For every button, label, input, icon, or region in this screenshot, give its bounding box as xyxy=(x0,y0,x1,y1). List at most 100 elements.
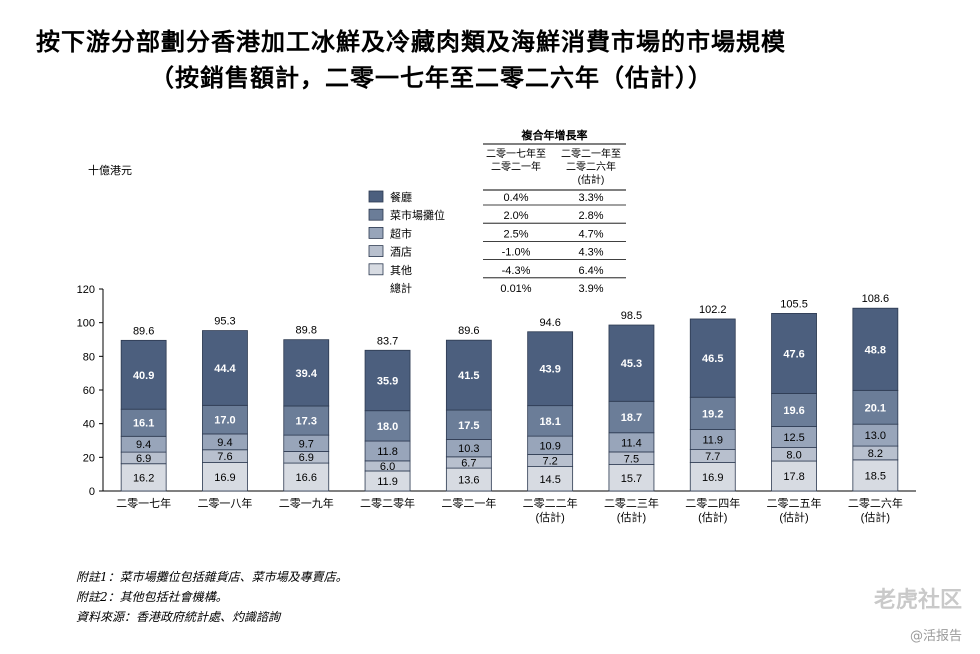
x-tick-label: (估計) xyxy=(779,510,808,524)
data-label: 16.9 xyxy=(702,472,723,484)
x-tick-label: 二零二四年 xyxy=(685,496,740,510)
total-label: 89.6 xyxy=(458,325,479,337)
data-label: 17.3 xyxy=(296,416,317,428)
data-label: 7.7 xyxy=(705,451,720,463)
bar-segment-5 xyxy=(608,324,655,402)
footnotes: 附註1：菜市場攤位包括雜貨店、菜市場及專賣店。 附註2：其他包括社會機構。 資料… xyxy=(76,567,348,627)
bar-segment-5 xyxy=(445,339,492,411)
bar-segment-4 xyxy=(283,405,330,436)
watermark-logo: 老虎社区 xyxy=(873,588,962,613)
data-label: 13.6 xyxy=(458,475,479,487)
data-label: 19.6 xyxy=(783,405,804,417)
x-tick-label: 二零二二年 xyxy=(523,496,578,510)
data-label: 6.9 xyxy=(136,453,151,465)
legend-swatch xyxy=(368,190,384,203)
data-label: 12.5 xyxy=(783,432,804,444)
data-label: 16.2 xyxy=(133,472,154,484)
bar-segment-5 xyxy=(283,339,330,407)
data-label: 19.2 xyxy=(702,408,723,420)
data-label: 41.5 xyxy=(458,370,479,382)
total-label: 95.3 xyxy=(214,316,235,328)
bar-segment-4 xyxy=(364,410,411,442)
x-tick-label: (估計) xyxy=(698,510,727,524)
y-tick-label: 120 xyxy=(77,284,95,296)
bar-segment-5 xyxy=(364,349,411,412)
bar-segment-1 xyxy=(120,463,167,492)
cagr-col1-header: 二零一七年至 xyxy=(486,147,546,160)
data-label: 40.9 xyxy=(133,370,154,382)
cagr-col2-header: 二零二一年至 xyxy=(561,147,621,160)
total-label: 83.7 xyxy=(377,335,398,347)
bar-segment-4 xyxy=(771,393,817,427)
legend-total-label: 總計 xyxy=(390,281,412,295)
legend-swatch xyxy=(368,245,384,258)
cagr-value-col1: 0.01% xyxy=(500,283,531,295)
data-label: 18.0 xyxy=(377,421,398,433)
data-label: 13.0 xyxy=(865,430,886,442)
x-tick-label: 二零一八年 xyxy=(197,496,252,510)
data-label: 7.6 xyxy=(217,451,232,463)
x-tick-label: (估計) xyxy=(617,510,646,524)
data-label: 10.9 xyxy=(539,440,560,452)
cagr-value-col1: -4.3% xyxy=(502,265,531,277)
legend-label: 餐廳 xyxy=(390,190,412,204)
cagr-col2-header: (估計) xyxy=(578,173,605,186)
bar-segment-1 xyxy=(527,466,574,492)
cagr-value-col1: 2.0% xyxy=(503,210,528,222)
legend-swatch xyxy=(368,263,384,276)
data-label: 44.4 xyxy=(214,363,236,375)
data-label: 11.9 xyxy=(702,435,723,447)
bar-segment-1 xyxy=(283,462,330,492)
data-label: 17.8 xyxy=(783,471,804,483)
data-label: 17.5 xyxy=(458,420,479,432)
bar-segment-1 xyxy=(689,462,736,492)
chart-title: 按下游分部劃分香港加工冰鮮及冷藏肉類及海鮮消費市場的市場規模 xyxy=(36,28,786,56)
cagr-col2-header: 二零二六年 xyxy=(566,160,616,173)
y-tick-label: 20 xyxy=(83,452,95,464)
data-label: 11.9 xyxy=(377,476,398,488)
y-tick-label: 60 xyxy=(83,385,95,397)
bar-segment-5 xyxy=(852,307,899,391)
data-label: 16.1 xyxy=(133,418,154,430)
legend-swatch xyxy=(368,226,384,239)
y-tick-label: 100 xyxy=(77,318,95,330)
data-label: 18.7 xyxy=(621,412,642,424)
total-label: 105.5 xyxy=(780,298,808,310)
cagr-value-col2: 6.4% xyxy=(578,265,603,277)
data-label: 8.2 xyxy=(868,448,883,460)
bar-segment-1 xyxy=(852,459,899,492)
bar-segment-4 xyxy=(445,409,492,440)
data-label: 47.6 xyxy=(783,348,804,360)
data-label: 46.5 xyxy=(702,353,723,365)
x-tick-label: 二零一七年 xyxy=(116,496,171,510)
x-tick-label: 二零二三年 xyxy=(604,496,659,510)
x-tick-label: 二零一九年 xyxy=(279,496,334,510)
source-note: 資料來源：香港政府統計處、灼識諮詢 xyxy=(76,610,281,624)
data-label: 11.4 xyxy=(621,437,642,449)
bar-segment-1 xyxy=(608,464,655,492)
data-label: 9.7 xyxy=(299,438,314,450)
data-label: 7.5 xyxy=(624,453,639,465)
cagr-value-col1: 0.4% xyxy=(503,192,528,204)
footnote-1: 附註1：菜市場攤位包括雜貨店、菜市場及專賣店。 xyxy=(76,570,348,584)
data-label: 6.9 xyxy=(299,452,314,464)
bar-segment-5 xyxy=(771,313,817,394)
data-label: 35.9 xyxy=(377,375,398,387)
data-label: 18.1 xyxy=(539,416,560,428)
legend-swatch xyxy=(368,208,384,221)
watermark-source: @活报告 xyxy=(909,629,962,644)
bar-segment-5 xyxy=(120,339,167,410)
legend-label: 其他 xyxy=(390,264,412,277)
x-tick-label: 二零二六年 xyxy=(848,496,903,510)
total-label: 94.6 xyxy=(539,317,560,329)
y-tick-label: 40 xyxy=(83,419,95,431)
total-label: 98.5 xyxy=(621,310,642,322)
footnote-2: 附註2：其他包括社會機構。 xyxy=(76,590,228,604)
data-label: 18.5 xyxy=(865,470,886,482)
data-label: 14.5 xyxy=(539,474,560,486)
data-label: 16.9 xyxy=(214,472,235,484)
x-tick-label: 二零二零年 xyxy=(360,496,415,510)
x-tick-label: 二零二五年 xyxy=(767,496,822,510)
x-tick-label: 二零二一年 xyxy=(441,496,496,510)
bar-segment-4 xyxy=(527,405,574,437)
